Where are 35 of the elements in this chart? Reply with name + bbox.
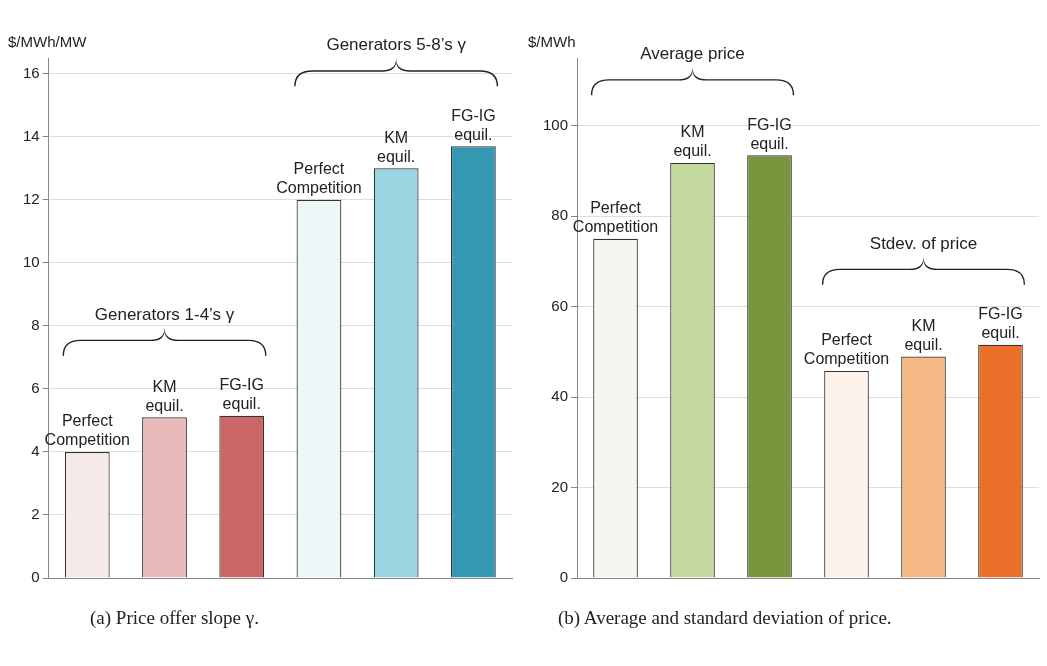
- x-tick-label: KM equil.: [377, 128, 416, 165]
- y-tick-label: 0: [31, 568, 40, 586]
- y-axis-title: $/MWh/MW: [8, 32, 88, 50]
- y-tick-label: 10: [23, 252, 40, 270]
- y-tick-label: 20: [551, 477, 569, 495]
- y-tick-label: 60: [551, 296, 569, 314]
- x-tick-label: FG-IG equil.: [978, 305, 1023, 342]
- x-tick-label: Perfect Competition: [44, 412, 130, 449]
- x-tick-label: KM equil.: [145, 377, 184, 414]
- text: Generators 5-8’s γ: [326, 35, 467, 55]
- x-tick-label: FG-IG equil.: [219, 376, 264, 413]
- x-tick-label: FG-IG equil.: [747, 115, 792, 152]
- x-tick-label: KM equil.: [904, 316, 943, 353]
- annotation: Average price: [640, 44, 745, 64]
- y-tick-label: 8: [31, 316, 40, 334]
- y-tick-label: 100: [543, 115, 569, 133]
- y-tick-label: 14: [23, 126, 40, 144]
- y-tick-label: 16: [23, 63, 40, 81]
- x-tick-label: KM equil.: [673, 123, 712, 160]
- y-tick-label: 6: [31, 379, 40, 397]
- y-tick-label: 12: [23, 189, 40, 207]
- x-tick-label: FG-IG equil.: [451, 106, 496, 143]
- y-axis-title: $/MWh: [528, 32, 576, 50]
- x-tick-label: Perfect Competition: [276, 160, 362, 197]
- y-tick-label: 0: [559, 568, 569, 586]
- x-tick-label: Perfect Competition: [572, 199, 659, 236]
- text: (b) Average and standard deviation of price.: [558, 606, 893, 629]
- annotation: Generators 1-4’s γ: [94, 304, 235, 324]
- text: (a) Price offer slope γ.: [90, 606, 260, 629]
- y-tick-label: 40: [551, 387, 569, 405]
- y-tick-label: 2: [31, 505, 40, 523]
- x-tick-label: Perfect Competition: [803, 331, 890, 368]
- y-tick-label: 4: [31, 442, 40, 460]
- y-tick-label: 80: [551, 206, 569, 224]
- annotation: Stdev. of price: [869, 233, 978, 253]
